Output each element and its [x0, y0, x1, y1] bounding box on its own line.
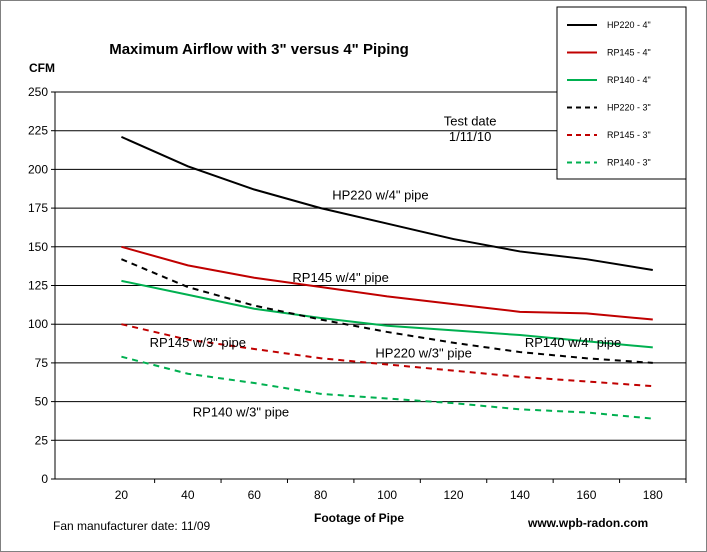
x-tick-label: 160 — [576, 488, 596, 502]
legend: HP220 - 4" RP145 - 4" RP140 - 4" HP220 - 3"… — [556, 6, 687, 180]
y-tick-label: 50 — [35, 395, 49, 409]
x-tick-label: 20 — [115, 488, 129, 502]
series-line-5 — [121, 355, 653, 420]
legend-entry-label: RP140 - 3" — [607, 158, 651, 168]
x-tick-label: 140 — [510, 488, 530, 502]
manufacturer-date-note: Fan manufacturer date: 11/09 — [53, 519, 211, 533]
annotation-label: RP140 w/3" pipe — [193, 404, 289, 419]
y-tick-label: 175 — [28, 201, 48, 215]
annotation-label: 1/11/10 — [449, 129, 491, 144]
plot-area-frame — [54, 91, 687, 480]
x-tick-label: 40 — [181, 488, 195, 502]
x-tick-label: 80 — [314, 488, 328, 502]
legend-entry-label: HP220 - 3" — [607, 103, 651, 113]
y-tick-label: 75 — [35, 356, 49, 370]
y-tick-label: 250 — [28, 85, 48, 99]
y-tick-label: 0 — [41, 472, 48, 486]
series-line-0 — [121, 135, 653, 272]
website-credit: www.wpb-radon.com — [527, 516, 648, 530]
series-line-4 — [121, 323, 653, 388]
y-axis-label: CFM — [29, 61, 55, 75]
legend-entry-label: RP140 - 4" — [607, 75, 651, 85]
legend-entry-label: RP145 - 3" — [607, 130, 651, 140]
annotation-label: HP220 w/4" pipe — [332, 188, 428, 203]
y-tick-label: 25 — [35, 433, 49, 447]
y-tick-label: 225 — [28, 124, 48, 138]
annotation-label: RP145 w/4" pipe — [292, 270, 388, 285]
y-tick-label: 100 — [28, 317, 48, 331]
x-tick-label: 120 — [444, 488, 464, 502]
y-tick-label: 125 — [28, 279, 48, 293]
annotation-label: Test date — [444, 113, 497, 128]
annotation-label: RP140 w/4" pipe — [525, 335, 621, 350]
annotation-label: HP220 w/3" pipe — [375, 346, 471, 361]
series-line-1 — [121, 245, 653, 321]
legend-box — [556, 6, 687, 180]
axes: 0 25 50 75 100 125 150 175 200 225 250 20 40 60 80 100 1… — [28, 85, 687, 502]
series-line-2 — [121, 279, 653, 349]
x-tick-label: 180 — [643, 488, 663, 502]
legend-entry-label: RP145 - 4" — [607, 48, 651, 58]
annotation-label: RP145 w/3" pipe — [150, 335, 246, 350]
y-tick-label: 200 — [28, 162, 48, 176]
series-lines — [121, 135, 653, 420]
y-tick-label: 150 — [28, 240, 48, 254]
x-tick-label: 60 — [248, 488, 262, 502]
x-tick-label: 100 — [377, 488, 397, 502]
chart-title: Maximum Airflow with 3" versus 4" Piping — [109, 41, 409, 58]
legend-entry-label: HP220 - 4" — [607, 20, 651, 30]
x-axis-label: Footage of Pipe — [314, 511, 404, 525]
series-line-3 — [121, 258, 653, 364]
